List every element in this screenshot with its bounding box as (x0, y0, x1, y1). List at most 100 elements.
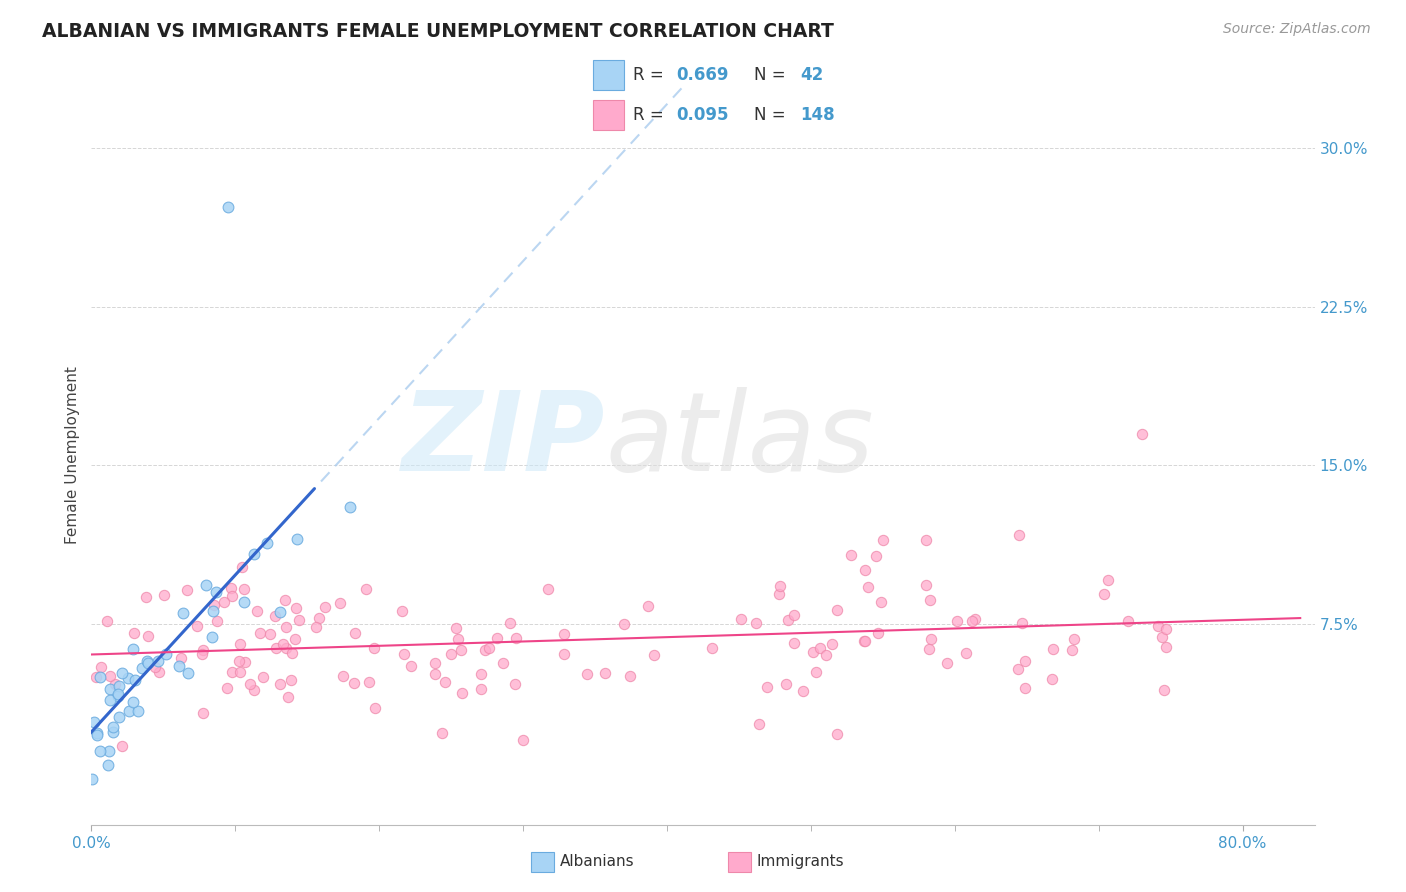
Point (269, 677, 291, 691)
Point (233, 655, 256, 669)
Text: 148: 148 (800, 105, 835, 123)
Point (86, 728, 108, 742)
Point (243, 547, 266, 561)
Text: N =: N = (754, 66, 790, 84)
Point (451, 686, 474, 700)
Point (121, 641, 143, 656)
Point (249, 626, 271, 640)
Point (246, 604, 269, 618)
Point (856, 580, 879, 594)
Point (391, 604, 413, 618)
Point (243, 682, 266, 697)
Point (783, 636, 806, 650)
Point (264, 608, 287, 623)
Point (228, 636, 250, 650)
Point (870, 595, 893, 609)
Point (86, 726, 108, 740)
Point (865, 549, 887, 564)
Point (505, 677, 527, 691)
Point (965, 612, 987, 626)
Point (83, 714, 105, 729)
Point (111, 665, 134, 680)
Point (447, 632, 470, 647)
Point (205, 585, 228, 599)
Point (274, 641, 297, 656)
Point (108, 680, 131, 694)
Point (593, 665, 616, 680)
Point (98, 681, 121, 696)
Text: Albanians: Albanians (560, 855, 634, 869)
Point (804, 665, 827, 680)
Point (423, 656, 446, 670)
Y-axis label: Female Unemployment: Female Unemployment (65, 366, 80, 544)
Point (89, 744, 111, 758)
FancyBboxPatch shape (593, 61, 624, 90)
Point (252, 670, 274, 684)
Point (98, 692, 121, 706)
Point (186, 619, 208, 633)
Point (277, 690, 299, 704)
Point (111, 739, 134, 753)
Point (80, 772, 103, 786)
Point (107, 689, 129, 703)
Point (90, 660, 112, 674)
Point (285, 601, 308, 615)
Text: 42: 42 (800, 66, 824, 84)
Point (84, 671, 107, 685)
Point (839, 549, 862, 563)
Point (1060, 643, 1083, 657)
Point (103, 677, 125, 691)
Point (700, 641, 723, 656)
Point (935, 656, 957, 670)
Point (146, 654, 169, 668)
Point (1014, 681, 1036, 695)
Point (233, 594, 256, 608)
Point (191, 647, 214, 661)
Point (478, 640, 501, 655)
Point (276, 620, 298, 634)
Point (215, 681, 238, 696)
Point (1063, 632, 1085, 647)
Point (1153, 682, 1175, 697)
Point (1116, 614, 1139, 628)
Point (392, 647, 415, 661)
Point (918, 641, 941, 656)
Point (553, 626, 575, 640)
Text: N =: N = (754, 105, 790, 123)
Point (176, 582, 198, 597)
FancyBboxPatch shape (593, 100, 624, 130)
Text: R =: R = (633, 105, 669, 123)
Point (167, 658, 190, 673)
Point (287, 613, 309, 627)
Point (748, 716, 770, 731)
Point (918, 593, 941, 607)
Point (285, 532, 308, 546)
Point (101, 725, 124, 739)
Point (205, 614, 228, 628)
Point (201, 604, 224, 618)
Point (440, 648, 463, 662)
Point (450, 642, 472, 657)
Point (89, 670, 111, 684)
Point (1042, 641, 1064, 656)
Point (505, 631, 527, 645)
Point (357, 675, 380, 690)
Point (332, 669, 354, 683)
Point (492, 656, 515, 670)
Point (305, 620, 328, 634)
Point (776, 613, 799, 627)
Point (872, 533, 894, 547)
Point (915, 578, 938, 592)
Point (470, 666, 492, 681)
Point (946, 614, 969, 628)
Point (135, 654, 157, 668)
Point (202, 598, 225, 612)
Point (444, 621, 467, 635)
Point (553, 648, 575, 662)
Point (136, 656, 159, 670)
Point (474, 642, 496, 657)
Point (143, 659, 166, 673)
Point (314, 599, 336, 614)
Point (329, 596, 352, 610)
Point (231, 560, 253, 574)
